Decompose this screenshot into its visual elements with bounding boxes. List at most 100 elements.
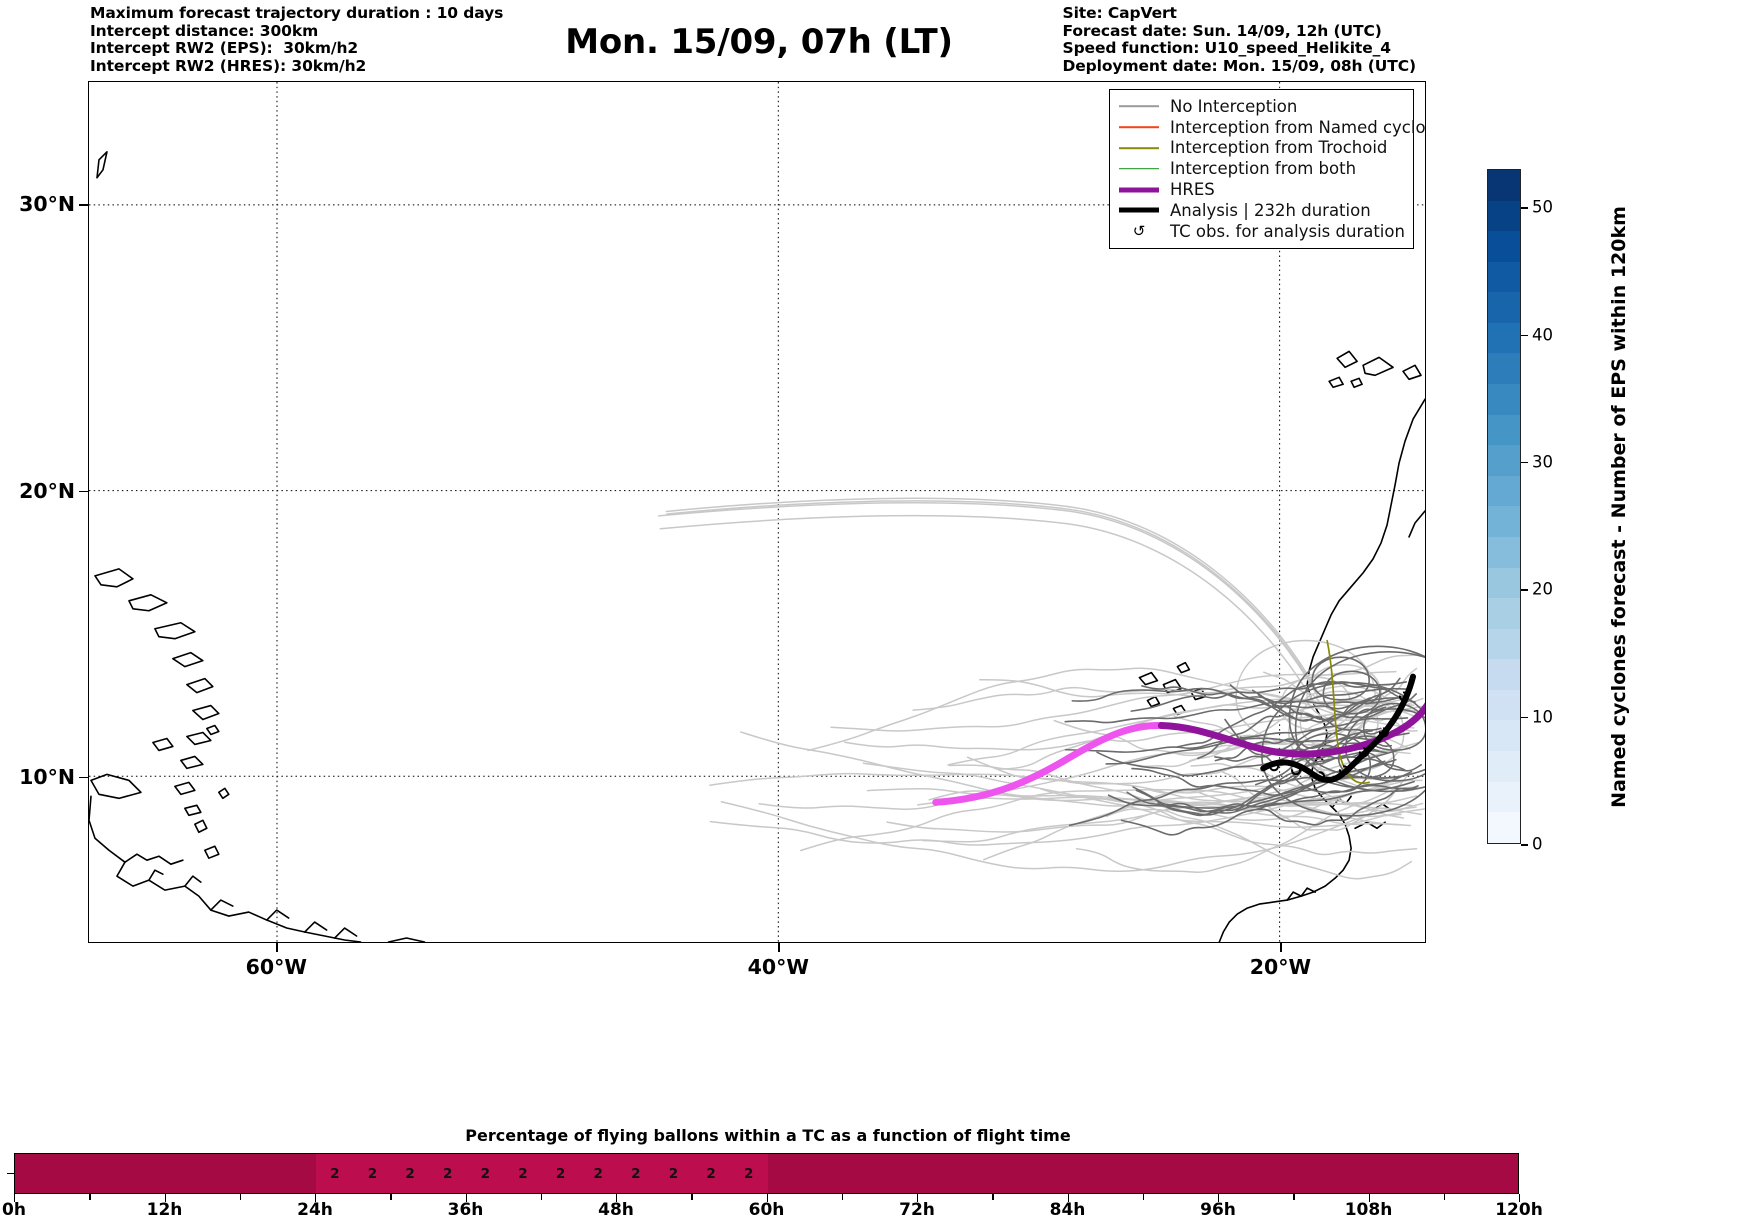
header-right-info: Site: CapVert Forecast date: Sun. 14/09, … — [1062, 4, 1417, 75]
colorbar-tick-mark — [1521, 207, 1528, 209]
legend-hres[interactable]: HRES — [1118, 179, 1404, 200]
eps-trajectory — [659, 514, 1318, 710]
tc-obs-marker — [1291, 765, 1302, 776]
percentage-tick-label: 120h — [1495, 1200, 1543, 1220]
percentage-value-label: 2 — [555, 1165, 566, 1182]
percentage-tick-label: 84h — [1049, 1200, 1086, 1220]
eps-trajectory — [1261, 681, 1425, 817]
legend-analysis[interactable]: Analysis | 232h duration — [1118, 200, 1404, 221]
eps-trajectory — [917, 796, 1402, 818]
header-right-line-0: Site: CapVert — [1062, 4, 1177, 22]
map-lon-tick-label: 20°W — [1249, 955, 1312, 979]
colorbar-band — [1488, 292, 1520, 323]
legend-line-swatch — [1118, 117, 1160, 137]
percentage-major-tick — [766, 1194, 768, 1202]
percentage-value-label: 2 — [743, 1165, 754, 1182]
tc-obs-marker — [1315, 771, 1325, 782]
legend-line-swatch — [1118, 138, 1160, 158]
map-lon-tick-mark — [778, 943, 780, 952]
eps-trajectory — [1362, 702, 1425, 751]
percentage-major-tick — [14, 1194, 16, 1202]
percentage-value-label: 2 — [518, 1165, 528, 1182]
map-lat-tick-mark — [79, 204, 88, 206]
eps-trajectory — [947, 698, 1415, 766]
colorbar-band — [1488, 322, 1520, 354]
eps-trajectory — [1337, 735, 1395, 779]
legend-interception-trochoid[interactable]: Interception from Trochoid — [1118, 138, 1404, 159]
colorbar-tick-mark — [1521, 589, 1528, 591]
percentage-tick-label: 108h — [1344, 1200, 1393, 1220]
percentage-major-tick — [616, 1194, 618, 1202]
eps-trajectories-light — [657, 497, 1425, 880]
eps-trajectory — [720, 800, 1417, 873]
eps-trajectory — [665, 497, 1318, 692]
tc-obs-marker — [1269, 761, 1280, 772]
percentage-tick-label: 60h — [748, 1200, 785, 1220]
colorbar-band — [1488, 628, 1520, 660]
percentage-minor-tick — [992, 1194, 994, 1200]
legend-label: TC obs. for analysis duration — [1170, 221, 1405, 241]
eps-trajectory — [1235, 751, 1406, 812]
legend-label: Interception from both — [1170, 159, 1357, 179]
hres-trajectory — [932, 702, 1425, 806]
percentage-value-label: 2 — [330, 1165, 340, 1182]
tc-obs-marker — [1379, 727, 1389, 738]
percentage-tick-label: 12h — [146, 1200, 183, 1220]
percentage-minor-tick — [841, 1194, 844, 1200]
coastlines — [89, 151, 1425, 942]
percentage-panel: 2 2 2 2 2 2 2 2 2 2 2 2 — [14, 1153, 1519, 1194]
colorbar-tick-mark — [1521, 334, 1528, 337]
percentage-value-label: 2 — [367, 1165, 378, 1182]
percentage-tick-label: 0h — [2, 1200, 26, 1220]
colorbar-band — [1488, 475, 1520, 507]
tc-obs-marker-icon: ↺ — [1132, 221, 1146, 240]
eps-trajectory — [1157, 770, 1413, 809]
legend-tc-obs[interactable]: ↺ TC obs. for analysis duration — [1118, 221, 1405, 242]
colorbar-tick-label: 0 — [1532, 834, 1543, 854]
colorbar-band — [1488, 261, 1520, 293]
eps-trajectory — [807, 667, 1415, 752]
header-left-line-3: Intercept RW2 (HRES): 30km/h2 — [90, 56, 367, 75]
percentage-minor-tick — [540, 1194, 543, 1200]
colorbar-band — [1488, 689, 1520, 721]
eps-trajectory — [1053, 698, 1406, 757]
tc-obs-marker — [1398, 691, 1409, 702]
legend-interception-both[interactable]: Interception from both — [1118, 158, 1404, 179]
page-title: Mon. 15/09, 07h (LT) — [565, 22, 953, 62]
eps-trajectory — [1075, 786, 1416, 873]
percentage-major-tick — [1368, 1194, 1370, 1202]
eps-trajectory — [966, 710, 1411, 785]
percentage-value-label: 2 — [631, 1165, 641, 1182]
percentage-minor-tick — [691, 1194, 693, 1200]
eps-trajectory — [1197, 711, 1383, 760]
percentage-major-tick — [315, 1194, 317, 1202]
tc-obs-markers — [1269, 691, 1409, 782]
percentage-highlight-segment — [316, 1154, 768, 1193]
percentage-major-tick — [1067, 1194, 1069, 1202]
percentage-major-tick — [917, 1194, 919, 1202]
percentage-minor-tick — [1443, 1194, 1446, 1200]
colorbar-tick-label: 10 — [1532, 707, 1553, 727]
colorbar-band — [1488, 170, 1520, 201]
legend-line-swatch — [1118, 159, 1160, 179]
colorbar-band — [1488, 598, 1520, 629]
eps-trajectory — [1224, 706, 1387, 767]
legend-label: Interception from Named cyclone — [1170, 117, 1426, 137]
percentage-panel-title: Percentage of flying ballons within a TC… — [465, 1126, 1071, 1145]
legend-no-interception[interactable]: No Interception — [1118, 96, 1404, 117]
legend-interception-named-cyclone[interactable]: Interception from Named cyclone — [1118, 117, 1425, 138]
colorbar-band — [1488, 353, 1520, 385]
legend-label: Analysis | 232h duration — [1170, 200, 1371, 220]
map-canvas — [89, 82, 1425, 942]
header-right-line-2: Speed function: U10_speed_Helikite_4 — [1062, 39, 1392, 57]
percentage-major-tick — [465, 1194, 467, 1202]
percentage-tick-label: 24h — [297, 1200, 333, 1220]
map-lon-tick-label: 40°W — [747, 955, 810, 979]
map-legend: No Interception Interception from Named c… — [1109, 89, 1425, 249]
colorbar-band — [1488, 445, 1520, 476]
colorbar-band — [1488, 384, 1520, 415]
percentage-minor-tick — [390, 1194, 392, 1200]
colorbar-band — [1488, 200, 1520, 232]
percentage-tick-label: 72h — [899, 1200, 935, 1220]
colorbar-tick-mark — [1521, 716, 1528, 719]
